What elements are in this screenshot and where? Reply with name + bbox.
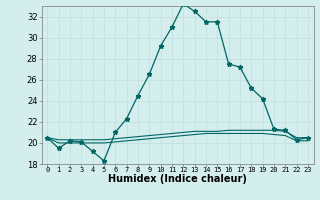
X-axis label: Humidex (Indice chaleur): Humidex (Indice chaleur) [108,174,247,184]
